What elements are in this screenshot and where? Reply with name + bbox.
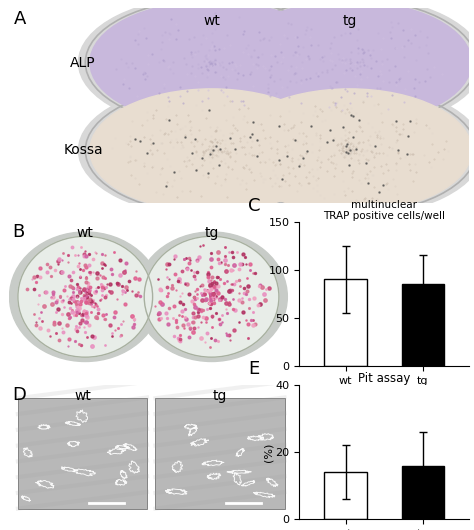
- Bar: [401, 465, 444, 519]
- Ellipse shape: [136, 232, 287, 361]
- Text: C: C: [248, 197, 261, 215]
- Ellipse shape: [9, 232, 161, 361]
- Bar: [401, 284, 444, 366]
- Ellipse shape: [90, 1, 334, 124]
- Text: E: E: [248, 360, 259, 378]
- Text: wt: wt: [77, 226, 94, 240]
- Bar: [324, 472, 367, 519]
- FancyBboxPatch shape: [155, 398, 284, 509]
- Ellipse shape: [18, 236, 153, 357]
- Ellipse shape: [144, 236, 279, 357]
- Ellipse shape: [216, 84, 474, 217]
- Ellipse shape: [90, 89, 334, 211]
- Y-axis label: (%): (%): [264, 443, 274, 462]
- FancyBboxPatch shape: [18, 398, 147, 509]
- Text: ALP: ALP: [70, 56, 96, 69]
- Text: tg: tg: [213, 389, 227, 403]
- Title: Pit assay: Pit assay: [358, 372, 410, 385]
- Ellipse shape: [228, 89, 472, 211]
- Bar: [324, 279, 367, 366]
- Text: wt: wt: [74, 389, 91, 403]
- Text: Kossa: Kossa: [63, 143, 103, 157]
- Text: tg: tg: [343, 14, 357, 28]
- Ellipse shape: [228, 1, 472, 124]
- Text: wt: wt: [203, 14, 220, 28]
- Text: D: D: [12, 386, 26, 404]
- Text: B: B: [12, 223, 25, 241]
- Title: multinuclear
TRAP positive cells/well: multinuclear TRAP positive cells/well: [323, 199, 445, 221]
- Text: A: A: [14, 10, 27, 28]
- Ellipse shape: [216, 0, 474, 129]
- Text: tg: tg: [204, 226, 219, 240]
- Ellipse shape: [78, 84, 345, 217]
- Ellipse shape: [78, 0, 345, 129]
